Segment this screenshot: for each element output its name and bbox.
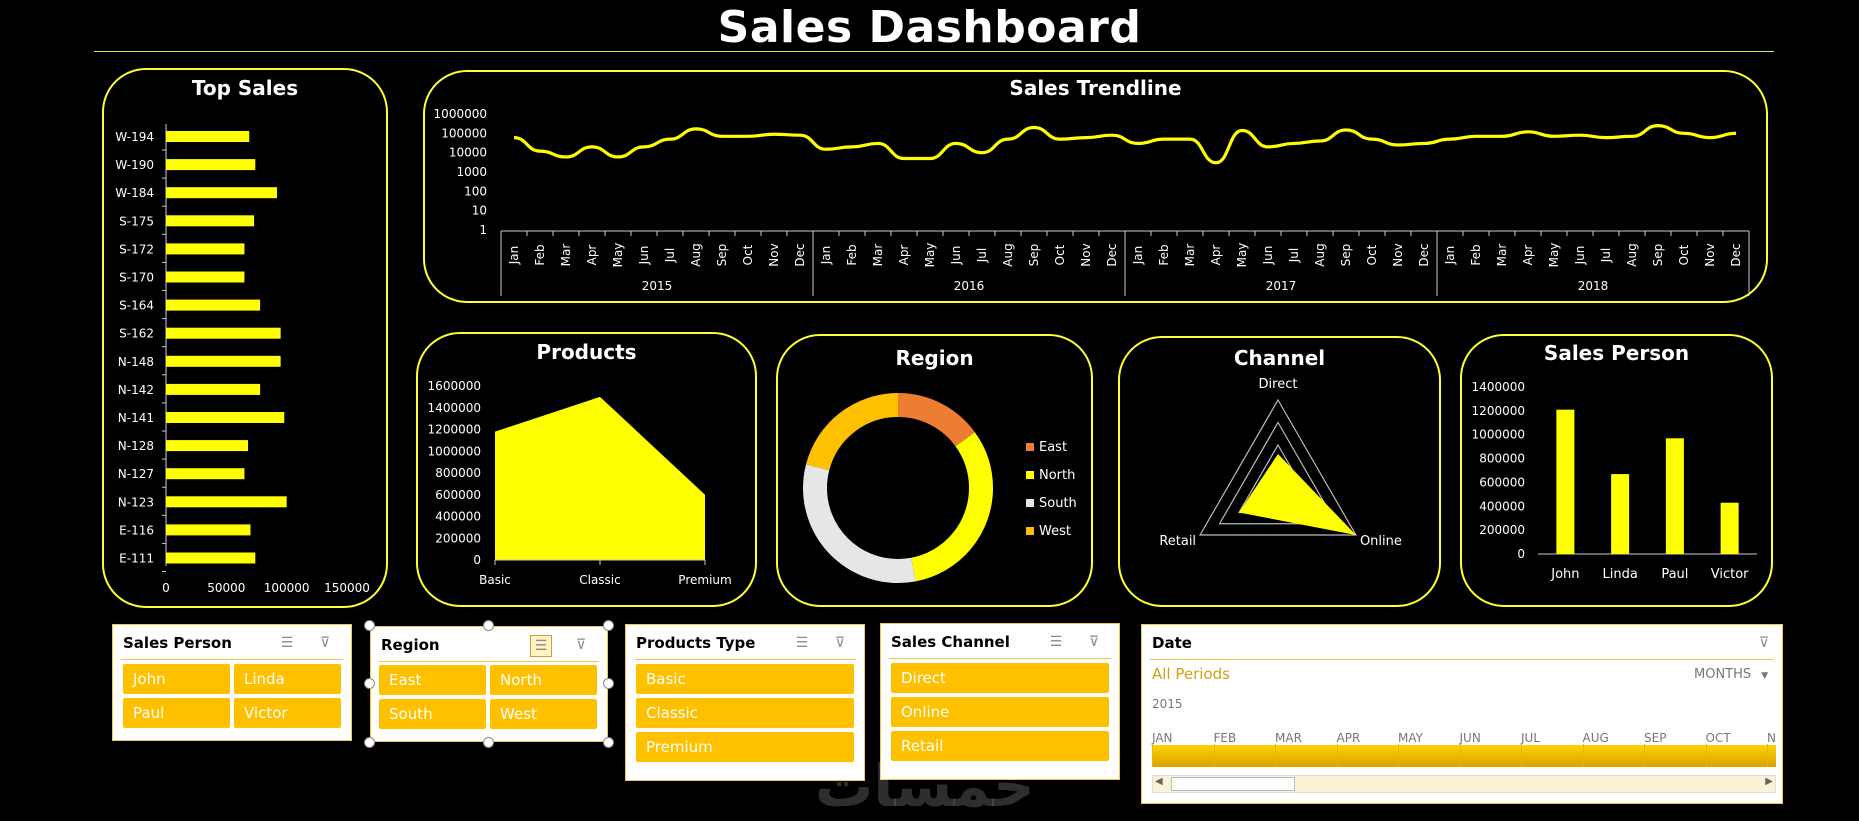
resize-handle[interactable] [364, 620, 375, 631]
timeline-month-label[interactable]: AUG [1582, 731, 1609, 745]
timeline-tick [1398, 744, 1399, 766]
date-timeline-title: Date [1152, 634, 1192, 652]
products-type-slicer-title: Products Type [636, 634, 756, 652]
slicer-item-basic[interactable]: Basic [636, 664, 854, 694]
timeline-month-label[interactable]: JAN [1152, 731, 1173, 745]
watermark-logo: خمسات [815, 752, 1035, 820]
sales-person-panel: Sales Person [1460, 334, 1773, 607]
clear-filter-icon[interactable]: ⊽ [575, 637, 587, 653]
clear-filter-icon[interactable]: ⊽ [1088, 634, 1100, 650]
resize-handle[interactable] [483, 737, 494, 748]
date-timeline: Date ⊽ All Periods MONTHS ▼ 2015 ◀ ▶ [1141, 624, 1783, 804]
slicer-item-classic[interactable]: Classic [636, 698, 854, 728]
products-type-slicer: Products Type ☰ ⊽ Basic Classic Premium [625, 624, 865, 781]
clear-filter-icon[interactable]: ⊽ [834, 635, 846, 651]
timeline-tick [1152, 744, 1153, 766]
slicer-item-john[interactable]: John [123, 664, 230, 694]
slicer-item-linda[interactable]: Linda [234, 664, 341, 694]
scroll-left-icon[interactable]: ◀ [1155, 776, 1163, 787]
timeline-tick [1705, 744, 1707, 766]
sales-channel-slicer: Sales Channel ☰ ⊽ Direct Online Retail [880, 623, 1120, 780]
timeline-month-label[interactable]: MAR [1275, 731, 1302, 745]
slicer-item-premium[interactable]: Premium [636, 732, 854, 762]
resize-handle[interactable] [603, 678, 614, 689]
chevron-down-icon: ▼ [1761, 671, 1769, 681]
clear-filter-icon[interactable]: ⊽ [319, 635, 331, 651]
multi-select-icon[interactable]: ☰ [280, 635, 294, 651]
slicer-item-retail[interactable]: Retail [891, 731, 1109, 761]
scroll-right-icon[interactable]: ▶ [1765, 776, 1773, 787]
timeline-tick [1521, 744, 1522, 766]
timeline-tick [1767, 744, 1768, 766]
slicer-item-paul[interactable]: Paul [123, 698, 230, 728]
slicer-item-south[interactable]: South [379, 699, 486, 729]
timeline-scrollbar[interactable]: ◀ ▶ [1152, 775, 1776, 793]
sales-person-chart-title: Sales Person [1543, 341, 1690, 365]
timeline-month-label[interactable]: SEP [1644, 731, 1667, 745]
top-sales-panel: Top Sales [102, 68, 388, 608]
timeline-bar[interactable] [1152, 745, 1776, 767]
resize-handle[interactable] [364, 678, 375, 689]
products-panel: Products [416, 332, 757, 607]
resize-handle[interactable] [603, 737, 614, 748]
slicer-item-north[interactable]: North [490, 665, 597, 695]
clear-filter-icon[interactable]: ⊽ [1758, 635, 1770, 651]
scroll-thumb[interactable] [1171, 777, 1295, 791]
timeline-tick [1459, 744, 1461, 766]
slicer-item-online[interactable]: Online [891, 697, 1109, 727]
timeline-month-label[interactable]: JUL [1521, 731, 1541, 745]
channel-panel: Channel [1118, 336, 1441, 607]
top-sales-title: Top Sales [191, 76, 299, 100]
slicer-divider [889, 658, 1111, 659]
slicer-divider [121, 659, 343, 660]
timeline-month-label[interactable]: OCT [1705, 731, 1731, 745]
region-slicer-title: Region [381, 636, 440, 654]
timeline-year-label: 2015 [1152, 697, 1183, 711]
sales-trendline-panel: Sales Trendline [423, 70, 1768, 303]
sales-channel-slicer-title: Sales Channel [891, 633, 1010, 651]
slicer-item-victor[interactable]: Victor [234, 698, 341, 728]
title-divider [94, 51, 1774, 52]
timeline-month-label[interactable]: APR [1336, 731, 1361, 745]
region-title: Region [895, 346, 974, 370]
region-panel: Region [776, 334, 1093, 607]
products-title: Products [536, 340, 637, 364]
region-slicer[interactable]: Region ☰ ⊽ East North South West [370, 626, 608, 742]
sales-trendline-title: Sales Trendline [1009, 76, 1182, 100]
timeline-tick [1213, 744, 1215, 766]
multi-select-icon[interactable]: ☰ [530, 635, 552, 657]
timeline-tick [1644, 744, 1645, 766]
resize-handle[interactable] [364, 737, 375, 748]
timeline-tick [1582, 744, 1584, 766]
sales-person-slicer-title: Sales Person [123, 634, 232, 652]
all-periods-label: All Periods [1152, 665, 1230, 683]
timeline-month-label[interactable]: N [1767, 731, 1776, 745]
timeline-month-label[interactable]: FEB [1213, 731, 1237, 745]
timeline-tick [1275, 744, 1276, 766]
multi-select-icon[interactable]: ☰ [1049, 634, 1063, 650]
channel-title: Channel [1233, 346, 1326, 370]
resize-handle[interactable] [483, 620, 494, 631]
timeline-month-label[interactable]: JUN [1459, 731, 1481, 745]
time-level-dropdown[interactable]: MONTHS ▼ [1694, 667, 1768, 682]
slicer-item-direct[interactable]: Direct [891, 663, 1109, 693]
dashboard-title: Sales Dashboard [717, 2, 1142, 53]
timeline-tick [1336, 744, 1338, 766]
multi-select-icon[interactable]: ☰ [795, 635, 809, 651]
sales-person-slicer: Sales Person ☰ ⊽ John Linda Paul Victor [112, 624, 352, 741]
slicer-item-east[interactable]: East [379, 665, 486, 695]
resize-handle[interactable] [603, 620, 614, 631]
slicer-divider [1150, 659, 1774, 660]
slicer-item-west[interactable]: West [490, 699, 597, 729]
time-level-label: MONTHS [1694, 667, 1752, 682]
timeline-month-label[interactable]: MAY [1398, 731, 1423, 745]
slicer-divider [379, 661, 599, 662]
slicer-divider [634, 659, 856, 660]
